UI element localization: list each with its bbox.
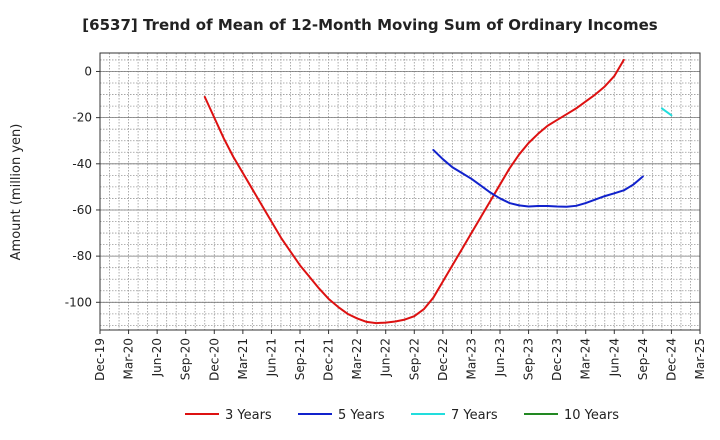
plot-area: [99, 52, 701, 331]
y-tick-label: -100: [65, 295, 92, 309]
x-tick-label: Mar-20: [122, 338, 136, 379]
y-axis: 0 -20 -40 -60 -80 -100: [65, 64, 100, 309]
chart-title: [6537] Trend of Mean of 12-Month Moving …: [82, 16, 657, 34]
x-tick-label: Sep-22: [407, 338, 421, 380]
y-tick-label: -60: [72, 203, 92, 217]
legend-label: 7 Years: [451, 408, 498, 423]
x-tick-label: Mar-21: [236, 338, 250, 379]
x-axis: Dec-19 Mar-20 Jun-20 Sep-20 Dec-20 Mar-21 Jun-…: [93, 330, 707, 381]
x-tick-label: Dec-24: [664, 338, 678, 381]
plot-border: [99, 52, 701, 331]
x-tick-label: Mar-25: [693, 338, 707, 379]
x-tick-label: Dec-20: [207, 338, 221, 381]
series-layer: [203, 58, 673, 325]
x-tick-label: Sep-23: [522, 338, 536, 380]
x-tick-label: Jun-23: [493, 338, 507, 377]
legend-label: 3 Years: [225, 408, 272, 423]
x-tick-label: Jun-22: [379, 338, 393, 377]
y-tick-label: 0: [84, 64, 92, 78]
y-tick-label: -40: [72, 157, 92, 171]
series-line-3-years: [203, 58, 625, 325]
x-tick-label: Jun-24: [607, 338, 621, 377]
y-axis-label: Amount (million yen): [9, 124, 24, 261]
legend: 3 Years 5 Years 7 Years 10 Years: [185, 408, 619, 423]
x-tick-label: Mar-24: [579, 338, 593, 379]
x-tick-label: Dec-22: [436, 338, 450, 381]
plot-background: [100, 53, 700, 330]
legend-label: 10 Years: [564, 408, 619, 423]
y-tick-label: -80: [72, 249, 92, 263]
x-tick-label: Dec-21: [322, 338, 336, 381]
x-tick-label: Dec-19: [93, 338, 107, 381]
x-tick-label: Sep-21: [293, 338, 307, 380]
series-line-5-years: [432, 148, 644, 208]
x-tick-label: Dec-23: [550, 338, 564, 381]
x-tick-label: Sep-24: [636, 338, 650, 380]
x-tick-label: Jun-20: [150, 338, 164, 377]
x-tick-label: Mar-22: [350, 338, 364, 379]
series-line-7-years: [660, 107, 673, 117]
x-tick-label: Sep-20: [179, 338, 193, 380]
y-tick-label: -20: [72, 111, 92, 125]
x-tick-label: Mar-23: [464, 338, 478, 379]
x-tick-label: Jun-21: [264, 338, 278, 377]
legend-label: 5 Years: [338, 408, 385, 423]
